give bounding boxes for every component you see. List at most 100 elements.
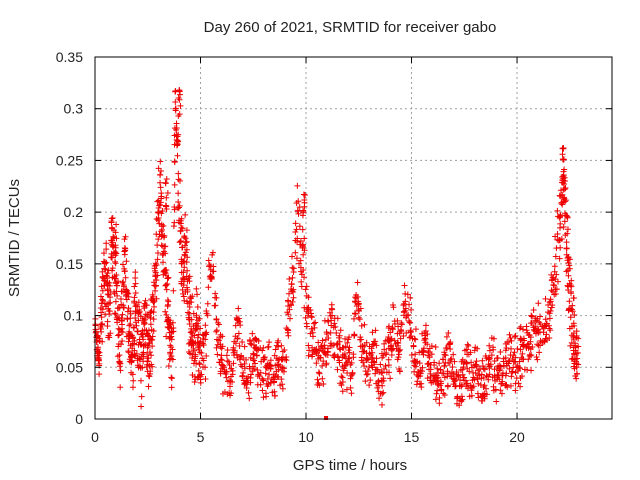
data-point xyxy=(253,346,260,353)
data-point xyxy=(162,243,169,250)
data-point xyxy=(362,378,369,385)
data-point xyxy=(107,294,114,301)
data-point xyxy=(123,258,130,265)
data-point xyxy=(346,334,353,341)
data-point xyxy=(290,286,297,293)
data-point xyxy=(320,358,327,365)
data-point xyxy=(295,198,302,205)
data-point xyxy=(374,366,381,373)
data-point xyxy=(403,312,410,319)
data-point xyxy=(183,238,190,245)
data-point xyxy=(351,331,358,338)
data-point xyxy=(127,321,134,328)
data-point xyxy=(202,322,209,329)
data-point xyxy=(436,400,443,407)
data-point xyxy=(441,362,448,369)
data-point xyxy=(246,395,253,402)
data-point xyxy=(395,347,402,354)
data-point xyxy=(305,312,312,319)
data-point xyxy=(378,401,385,408)
data-point xyxy=(202,364,209,371)
data-point xyxy=(537,342,544,349)
data-point xyxy=(256,373,263,380)
data-point xyxy=(139,364,146,371)
data-point xyxy=(438,380,445,387)
data-point xyxy=(174,152,181,159)
data-point xyxy=(123,287,130,294)
data-point xyxy=(172,99,179,106)
data-point xyxy=(149,343,156,350)
data-point xyxy=(535,300,542,307)
data-point xyxy=(447,356,454,363)
data-point xyxy=(253,347,260,354)
data-point xyxy=(169,319,176,326)
data-point xyxy=(96,352,103,359)
data-point xyxy=(425,349,432,356)
data-point xyxy=(120,278,127,285)
data-point xyxy=(342,335,349,342)
data-point xyxy=(559,156,566,163)
data-point xyxy=(210,268,217,275)
data-point xyxy=(303,308,310,315)
data-point xyxy=(444,368,451,375)
data-point xyxy=(372,370,379,377)
data-point xyxy=(154,250,161,257)
data-point xyxy=(174,137,181,144)
data-point xyxy=(350,351,357,358)
data-point xyxy=(183,227,190,234)
data-point xyxy=(401,300,408,307)
data-point xyxy=(102,266,109,273)
data-point xyxy=(125,348,132,355)
data-point xyxy=(339,374,346,381)
data-point xyxy=(288,302,295,309)
data-point xyxy=(417,372,424,379)
data-point xyxy=(534,341,541,348)
data-point xyxy=(451,358,458,365)
data-point xyxy=(143,302,150,309)
data-point xyxy=(445,330,452,337)
data-point xyxy=(109,254,116,261)
data-point xyxy=(437,366,444,373)
data-point xyxy=(193,326,200,333)
data-point xyxy=(405,311,412,318)
data-point xyxy=(175,131,182,138)
data-point xyxy=(293,226,300,233)
data-point xyxy=(552,291,559,298)
data-point xyxy=(446,341,453,348)
data-point xyxy=(194,303,201,310)
data-point xyxy=(265,343,272,350)
data-point xyxy=(507,335,514,342)
data-point xyxy=(129,371,136,378)
data-point xyxy=(467,349,474,356)
data-point xyxy=(158,168,165,175)
data-point xyxy=(147,321,154,328)
data-point xyxy=(300,251,307,258)
data-point xyxy=(145,355,152,362)
data-point xyxy=(113,288,120,295)
data-point xyxy=(181,233,188,240)
y-tick-label: 0.35 xyxy=(56,49,83,65)
data-point xyxy=(464,341,471,348)
data-point xyxy=(203,331,210,338)
data-point xyxy=(278,342,285,349)
data-point xyxy=(561,218,568,225)
data-point xyxy=(250,351,257,358)
data-point xyxy=(120,302,127,309)
data-point xyxy=(286,306,293,313)
data-point xyxy=(205,284,212,291)
data-point xyxy=(302,286,309,293)
data-point xyxy=(145,383,152,390)
data-point xyxy=(520,326,527,333)
data-point xyxy=(380,377,387,384)
data-point xyxy=(184,267,191,274)
data-point xyxy=(122,233,129,240)
data-point xyxy=(361,363,368,370)
data-point xyxy=(473,362,480,369)
data-point xyxy=(446,360,453,367)
data-point xyxy=(113,279,120,286)
data-point xyxy=(366,350,373,357)
data-point xyxy=(336,332,343,339)
data-point xyxy=(290,269,297,276)
data-point xyxy=(436,394,443,401)
data-point xyxy=(215,337,222,344)
